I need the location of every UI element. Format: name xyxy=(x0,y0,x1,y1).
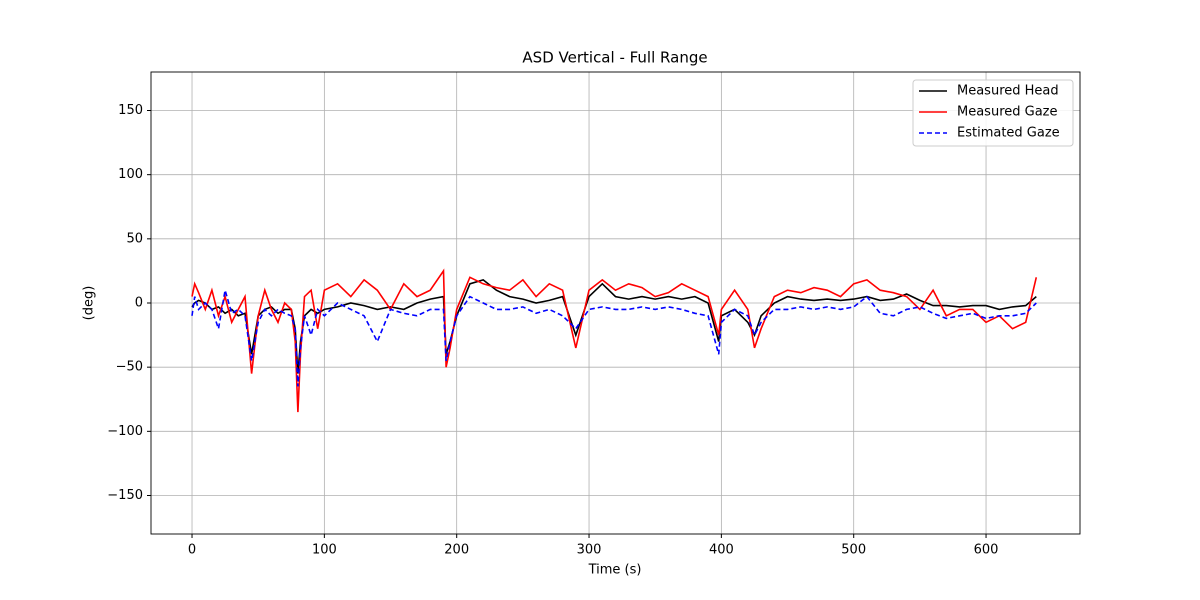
plot-frame xyxy=(150,71,1081,535)
x-tick-label: 600 xyxy=(974,543,999,558)
y-tick-label: −50 xyxy=(116,360,143,375)
y-axis-label: (deg) xyxy=(82,286,97,321)
chart-title: ASD Vertical - Full Range xyxy=(522,49,707,67)
series-line xyxy=(191,289,1037,387)
legend-label: Estimated Gaze xyxy=(957,126,1060,141)
y-tick-label: 0 xyxy=(135,296,143,311)
y-tick-label: 150 xyxy=(118,103,143,118)
x-axis-label: Time (s) xyxy=(588,563,642,578)
legend-label: Measured Gaze xyxy=(957,105,1058,120)
x-tick-label: 300 xyxy=(577,543,602,558)
series-line xyxy=(191,279,1037,374)
x-tick-label: 200 xyxy=(444,543,469,558)
y-tick-label: 50 xyxy=(126,231,143,246)
series-line xyxy=(191,268,1038,413)
legend-box xyxy=(912,79,1074,147)
x-tick-label: 0 xyxy=(188,543,196,558)
x-tick-label: 400 xyxy=(709,543,734,558)
x-tick-label: 100 xyxy=(312,543,337,558)
legend-label: Measured Head xyxy=(957,84,1059,99)
y-tick-label: 100 xyxy=(118,167,143,182)
y-tick-label: −100 xyxy=(107,424,143,439)
y-tick-label: −150 xyxy=(107,488,143,503)
x-tick-label: 500 xyxy=(841,543,866,558)
